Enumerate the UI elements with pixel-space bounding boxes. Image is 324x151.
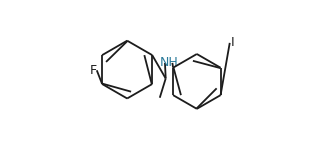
- Text: I: I: [231, 36, 234, 49]
- Text: F: F: [90, 64, 97, 77]
- Text: NH: NH: [159, 56, 178, 69]
